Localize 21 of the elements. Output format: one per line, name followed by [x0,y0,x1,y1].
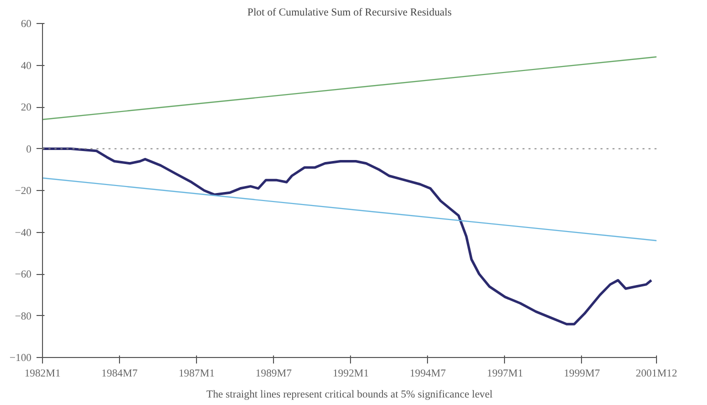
x-tick-label: 1997M1 [486,368,524,380]
y-tick-label: −40 [14,228,32,239]
y-tick-label: 60 [20,19,32,30]
y-tick-label: 40 [20,60,32,72]
x-tick-label: 1992M1 [332,368,369,380]
x-tick-label: 2001M12 [636,368,678,380]
x-tick-label: 1999M7 [564,368,601,380]
y-tick-label: 20 [20,102,32,114]
chart-title: Plot of Cumulative Sum of Recursive Residuals [247,8,452,18]
y-tick-label: −100 [10,353,32,364]
x-tick-label: 1994M7 [410,368,446,380]
x-tick-label: 1989M7 [256,368,292,380]
x-tick-label: 1982M1 [24,368,61,380]
y-tick-label: 0 [26,144,32,156]
line-series [42,148,653,326]
x-tick-label: 1984M7 [101,368,138,380]
text: The straight lines represent critical bounds at 5% significance level [206,390,493,400]
x-tick-label: 1987M1 [178,368,215,380]
y-tick-label: −20 [14,186,32,197]
y-tick-label: −60 [14,270,32,280]
y-tick-label: −80 [14,311,32,322]
